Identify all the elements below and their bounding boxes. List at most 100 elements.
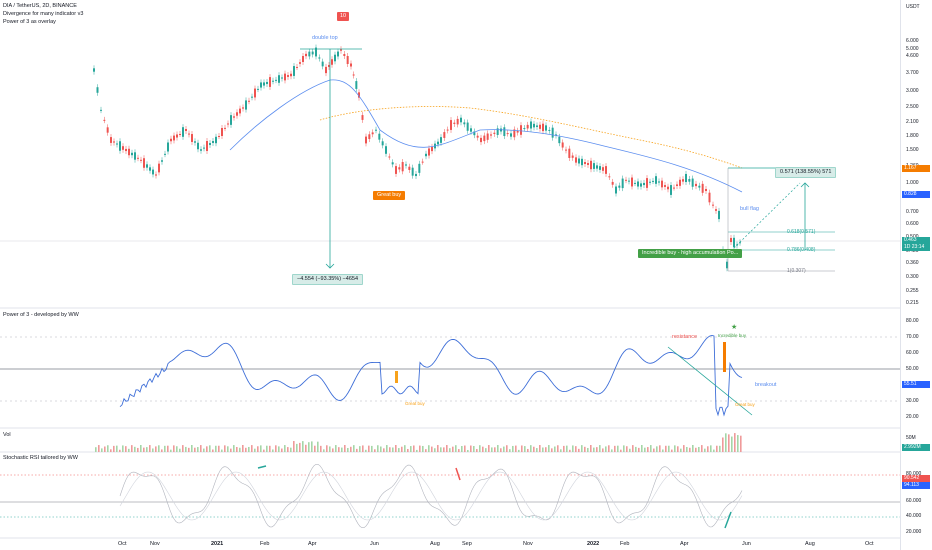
time-axis-label: Aug — [805, 541, 815, 547]
volume-bar — [353, 445, 355, 452]
candle-body — [655, 176, 657, 184]
candle-body — [269, 77, 271, 87]
candle-body — [718, 210, 720, 220]
stoch-rsi-title[interactable]: Stochastic RSI tailored by WW — [3, 455, 78, 461]
volume-bar — [404, 445, 406, 452]
volume-bar — [578, 448, 580, 452]
volume-bar — [272, 449, 274, 452]
candle-body — [590, 160, 592, 170]
earnings-flag[interactable]: 10 — [337, 12, 350, 21]
volume-bar — [725, 433, 727, 452]
candle-body — [486, 133, 489, 140]
candle-body — [218, 135, 220, 137]
candle-body — [194, 141, 196, 143]
candle-body — [227, 123, 229, 125]
candle-body — [248, 100, 250, 102]
moving-average-blue — [229, 79, 743, 193]
price-pill-blue: 0.828 — [902, 191, 930, 198]
volume-bar — [455, 445, 457, 452]
candle-body — [682, 179, 684, 182]
candle-body — [676, 184, 678, 186]
candle-body — [350, 63, 352, 67]
volume-bar — [593, 447, 595, 452]
candle-body — [395, 166, 397, 174]
price-pill-orange: 1.167 — [902, 165, 930, 172]
volume-bar — [362, 445, 364, 452]
volume-bars — [95, 433, 742, 452]
candle-body — [203, 147, 205, 149]
volume-bar — [359, 446, 361, 452]
candle-body — [460, 117, 462, 123]
volume-bar — [560, 449, 562, 452]
fib-1-label: 1(0.307) — [787, 268, 806, 274]
candle-body — [321, 61, 324, 67]
candle-body — [428, 148, 430, 156]
volume-bar — [536, 448, 538, 452]
candle-body — [466, 122, 469, 131]
volume-bar — [431, 446, 433, 452]
candle-body — [337, 51, 339, 57]
volume-bar — [257, 446, 259, 452]
volume-bar — [617, 445, 619, 452]
volume-bar — [374, 449, 376, 452]
price-pill-countdown: 1D 23:14 — [902, 244, 930, 251]
volume-bar — [656, 446, 658, 452]
volume-bar — [698, 446, 700, 452]
candle-body — [673, 187, 675, 189]
time-axis-label: 2021 — [211, 541, 224, 547]
candle-body — [611, 181, 614, 185]
candle-body — [408, 166, 411, 170]
power3-axis-tick: 20.00 — [906, 414, 919, 420]
candle-body — [375, 129, 377, 131]
volume-bar — [335, 445, 337, 452]
volume-bar — [347, 447, 349, 452]
incredible-buy-label: Incredible buy — [718, 333, 747, 338]
power3-title[interactable]: Power of 3 - developed by WW — [3, 312, 79, 318]
candle-body — [128, 148, 130, 156]
volume-bar — [101, 448, 103, 452]
price-axis-tick: 1.500 — [906, 147, 919, 153]
volume-title[interactable]: Vol — [3, 432, 11, 438]
volume-bar — [173, 445, 175, 452]
volume-bar — [281, 448, 283, 452]
indicator-divergence-label[interactable]: Divergence for many indicator v3 — [3, 11, 84, 17]
volume-bar — [296, 443, 298, 452]
volume-bar — [161, 449, 163, 452]
candle-body — [679, 179, 681, 186]
volume-bar — [164, 445, 166, 452]
indicator-power3-overlay-label[interactable]: Power of 3 as overlay — [3, 19, 56, 25]
volume-bar — [671, 449, 673, 452]
volume-bar — [638, 447, 640, 452]
candle-body — [293, 66, 295, 76]
volume-bar — [200, 445, 202, 452]
candle-body — [539, 124, 541, 129]
bull-flag-label: bull flag — [740, 206, 759, 212]
volume-bar — [422, 445, 424, 452]
price-pill-current: 0.463 — [902, 237, 930, 244]
volume-bar — [299, 442, 301, 452]
volume-bar — [368, 445, 370, 452]
candle-body — [701, 183, 704, 193]
volume-bar — [266, 445, 268, 452]
candle-body — [122, 146, 124, 150]
volume-bar — [554, 446, 556, 452]
volume-bar — [293, 441, 295, 452]
candle-body — [287, 75, 289, 77]
incredible-buy-box: Incredible buy - high accumulation Po... — [638, 249, 743, 258]
candle-body — [565, 149, 567, 151]
volume-bar — [134, 446, 136, 452]
power3-axis-tick: 70.00 — [906, 334, 919, 340]
volume-bar — [620, 449, 622, 452]
price-axis[interactable] — [900, 0, 932, 550]
volume-bar — [188, 447, 190, 452]
candle-body — [516, 130, 519, 133]
time-axis-label: Jun — [370, 541, 379, 547]
time-axis-label: Oct — [865, 541, 874, 547]
volume-bar — [734, 433, 736, 452]
chart-symbol-title[interactable]: DIA / TetherUS, 2D, BINANCE — [3, 3, 77, 9]
volume-bar — [383, 448, 385, 452]
volume-bar — [512, 445, 514, 452]
candle-body — [415, 173, 417, 177]
volume-bar — [710, 445, 712, 452]
